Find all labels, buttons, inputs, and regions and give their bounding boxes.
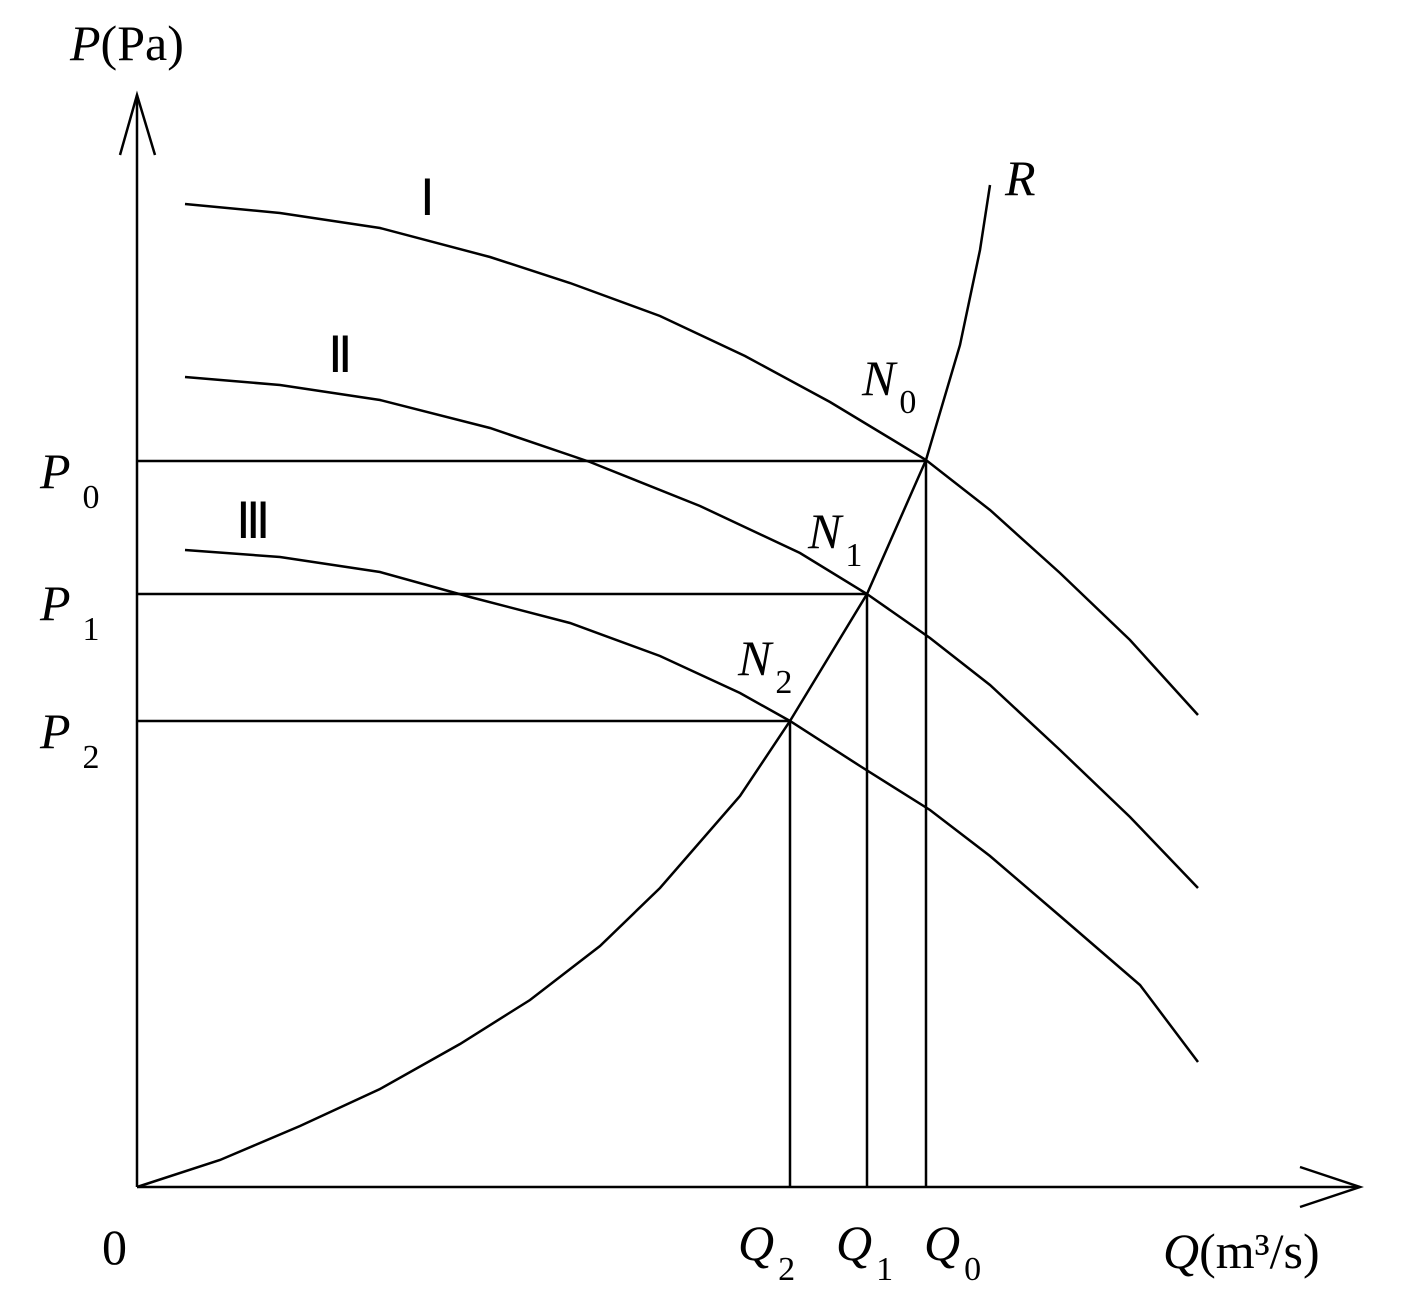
- unit: (m³/s): [1199, 1223, 1320, 1279]
- curve-1: [184, 202, 1199, 716]
- symbol: Q: [1163, 1223, 1199, 1279]
- curve-label: Ⅰ: [420, 170, 435, 226]
- curve-2: [184, 375, 1199, 889]
- symbol: P: [39, 443, 71, 499]
- symbol: P: [39, 575, 71, 631]
- curve-label: Ⅱ: [328, 327, 353, 383]
- symbol: N: [807, 503, 844, 559]
- symbol: N: [861, 350, 898, 406]
- subscript: 2: [778, 1251, 795, 1288]
- curve-3: [184, 548, 1199, 1063]
- subscript: 2: [775, 664, 792, 701]
- x-arrow: [1299, 1165, 1364, 1209]
- resistance-curve: [136, 184, 992, 1189]
- y-axis-label: P(Pa): [69, 15, 184, 71]
- unit: (Pa): [101, 15, 184, 71]
- y-arrow: [118, 90, 157, 156]
- symbol: Q: [924, 1215, 960, 1271]
- subscript: 2: [83, 739, 100, 776]
- symbol: P: [69, 15, 101, 71]
- subscript: 1: [845, 537, 862, 574]
- symbol: Q: [836, 1215, 872, 1271]
- subscript: 0: [964, 1251, 981, 1288]
- x-axis-label: Q(m³/s): [1163, 1223, 1320, 1279]
- symbol: N: [737, 630, 774, 686]
- curve-label: Ⅲ: [236, 493, 270, 549]
- subscript: 1: [876, 1251, 893, 1288]
- subscript: 0: [83, 479, 100, 516]
- origin-label: 0: [102, 1219, 127, 1275]
- subscript: 0: [899, 384, 916, 421]
- symbol: P: [39, 703, 71, 759]
- symbol: Q: [738, 1215, 774, 1271]
- curve-label: R: [1004, 150, 1036, 206]
- subscript: 1: [83, 611, 100, 648]
